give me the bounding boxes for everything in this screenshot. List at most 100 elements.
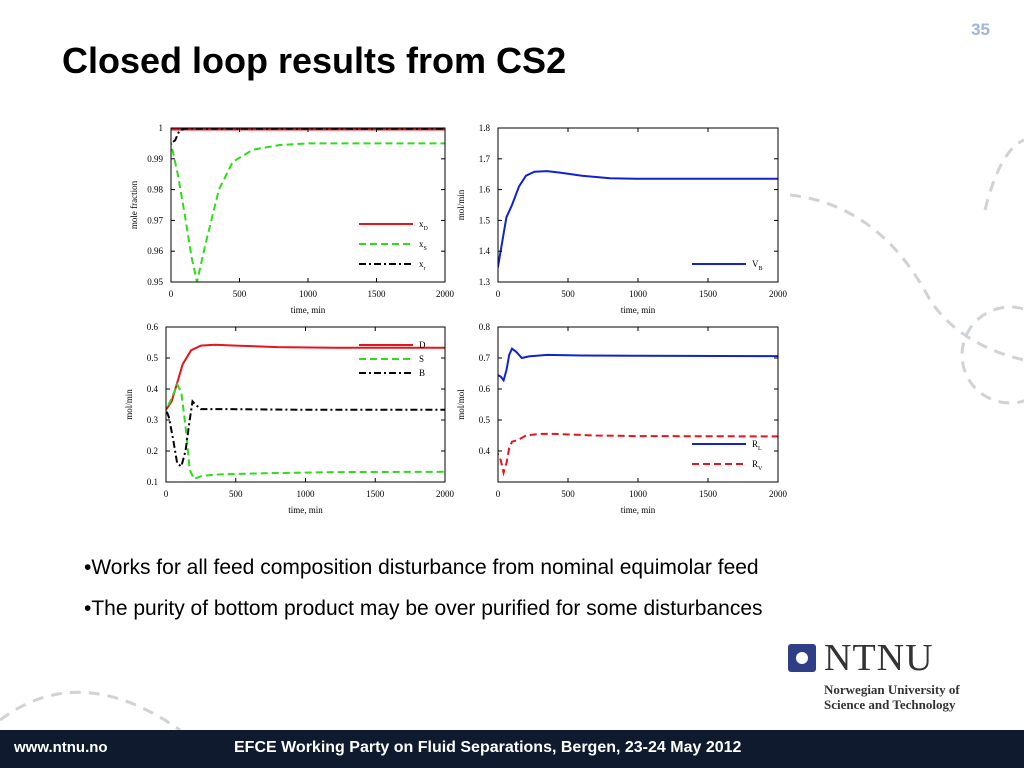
legend-label-subscript: D <box>424 226 429 232</box>
x-tick-label: 1500 <box>368 289 387 299</box>
legend: VB <box>692 259 763 272</box>
y-tick-label: 1.7 <box>479 154 491 164</box>
ntnu-subtitle-line1: Norwegian University of <box>824 682 960 697</box>
x-tick-label: 2000 <box>769 489 788 499</box>
legend: DSB <box>359 340 426 378</box>
y-axis-label: mole fraction <box>129 180 139 229</box>
x-tick-label: 0 <box>496 489 501 499</box>
series-line-x-s <box>171 142 445 282</box>
legend-label-subscript: r <box>424 266 426 272</box>
deco-arc-top-right <box>983 138 1024 211</box>
y-tick-label: 1.6 <box>479 185 491 195</box>
legend-label-s: S <box>419 354 424 364</box>
x-axis-label: time, min <box>288 505 323 515</box>
y-tick-label: 0.98 <box>147 185 163 195</box>
series-line-r-v <box>498 432 778 477</box>
footer-event-text: EFCE Working Party on Fluid Separations,… <box>234 739 742 756</box>
y-tick-label: 0.97 <box>147 215 163 225</box>
y-tick-label: 0.2 <box>147 446 158 456</box>
deco-arc-right <box>789 193 1024 362</box>
chart-2: 0 500 1000 1500 2000 1.3 1.4 1.5 1.6 1.7 1.8 time, … <box>456 123 788 315</box>
bullet-item-1: •Works for all feed composition disturba… <box>84 556 759 579</box>
y-tick-label: 0.5 <box>147 353 159 363</box>
series-line-x-r <box>171 128 445 145</box>
ntnu-subtitle-line2: Science and Technology <box>824 697 956 712</box>
x-tick-label: 500 <box>561 289 575 299</box>
y-axis-label: mol/min <box>124 389 134 420</box>
series-line-s <box>166 382 445 481</box>
legend-label-d: D <box>419 340 426 350</box>
y-tick-label: 0.8 <box>479 322 491 332</box>
x-tick-label: 2000 <box>769 289 788 299</box>
ntnu-logo-subtitle: Norwegian University of Science and Tech… <box>824 682 960 712</box>
y-tick-label: 0.95 <box>147 277 163 287</box>
x-tick-label: 2000 <box>436 289 455 299</box>
legend-label-subscript: V <box>758 466 763 472</box>
x-tick-label: 500 <box>561 489 575 499</box>
legend: RL RV <box>692 439 763 472</box>
plot-frame <box>170 127 446 283</box>
series-line-b <box>166 399 445 469</box>
y-tick-label: 0.99 <box>147 154 163 164</box>
slide-number: 35 <box>971 20 990 39</box>
y-axis-label: mol/mol <box>456 389 466 420</box>
y-tick-label: 0.4 <box>479 446 491 456</box>
plot-frame <box>497 326 779 483</box>
y-tick-label: 0.5 <box>479 415 491 425</box>
y-tick-label: 1.8 <box>479 123 491 133</box>
x-tick-label: 1500 <box>699 289 718 299</box>
legend-label-r-v: RV <box>752 459 763 472</box>
legend-label-subscript: L <box>758 446 762 452</box>
legend-label-subscript: B <box>759 266 763 272</box>
x-axis-label: time, min <box>621 505 656 515</box>
x-tick-label: 1500 <box>699 489 718 499</box>
chart-3: 0 500 1000 1500 2000 0.1 0.2 0.3 0.4 0.5 0.6 time, … <box>124 322 455 515</box>
x-tick-label: 500 <box>233 289 247 299</box>
legend-label-x-r: xr <box>419 259 426 272</box>
ntnu-logo-word: NTNU <box>824 637 934 679</box>
x-tick-label: 1500 <box>366 489 385 499</box>
x-tick-label: 500 <box>229 489 243 499</box>
y-tick-label: 0.6 <box>147 322 159 332</box>
deco-arc-bottom-left <box>0 690 181 732</box>
legend-label-b: B <box>419 368 425 378</box>
legend-label-r-l: RL <box>752 439 762 452</box>
bullet-list: •Works for all feed composition disturba… <box>84 552 784 634</box>
y-tick-label: 1.4 <box>479 246 491 256</box>
series-line-r-l <box>498 347 778 383</box>
y-tick-label: 0.96 <box>147 246 163 256</box>
x-tick-label: 0 <box>496 289 501 299</box>
legend-label-subscript: S <box>424 246 427 252</box>
series-line-v-b <box>498 170 778 268</box>
ntnu-logo-mark <box>788 644 816 672</box>
footer-bar: www.ntnu.no EFCE Working Party on Fluid … <box>0 730 1024 768</box>
x-tick-label: 0 <box>169 289 174 299</box>
legend-label-x-s: xS <box>419 239 427 252</box>
x-tick-label: 2000 <box>436 489 455 499</box>
slide-title: Closed loop results from CS2 <box>62 40 567 81</box>
x-tick-label: 0 <box>164 489 169 499</box>
y-axis-label: mol/min <box>456 189 466 220</box>
legend-label-x-d: xD <box>419 219 429 232</box>
plot-frame <box>165 326 446 483</box>
y-tick-label: 0.1 <box>147 477 158 487</box>
x-tick-label: 1000 <box>629 489 648 499</box>
ntnu-logo: NTNU Norwegian University of Science and… <box>786 637 1006 718</box>
y-tick-label: 0.3 <box>147 415 159 425</box>
y-tick-label: 0.7 <box>479 353 491 363</box>
y-tick-label: 1.3 <box>479 277 491 287</box>
legend-label-v-b: VB <box>752 259 763 272</box>
bullet-item-2: •The purity of bottom product may be ove… <box>84 597 763 620</box>
x-tick-label: 1000 <box>299 289 318 299</box>
legend: xD xS xr <box>359 219 429 272</box>
y-tick-label: 1.5 <box>479 215 491 225</box>
chart-1: 0 500 1000 1500 2000 0.95 0.96 0.97 0.98 0.99 1 tim… <box>129 123 455 315</box>
x-axis-label: time, min <box>291 305 326 315</box>
series-line-d <box>166 343 445 411</box>
footer-url-link[interactable]: www.ntnu.no <box>14 739 108 756</box>
x-tick-label: 1000 <box>629 289 648 299</box>
y-tick-label: 0.4 <box>147 384 159 394</box>
x-axis-label: time, min <box>621 305 656 315</box>
y-tick-label: 0.6 <box>479 384 491 394</box>
